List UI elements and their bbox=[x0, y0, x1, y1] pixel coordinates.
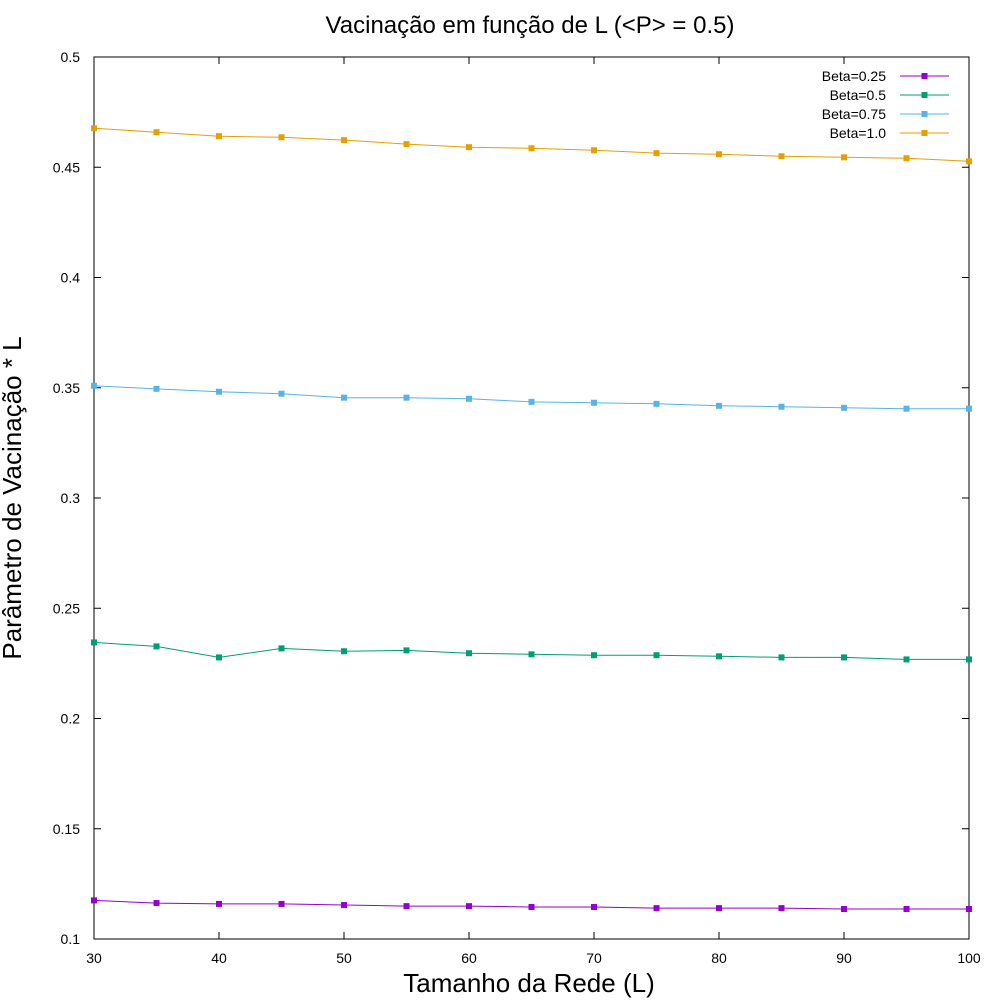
data-point bbox=[528, 145, 535, 152]
data-point bbox=[528, 904, 535, 911]
series-1 bbox=[91, 897, 972, 913]
data-point bbox=[903, 656, 910, 663]
x-tick-label: 100 bbox=[957, 950, 981, 966]
series-3 bbox=[91, 382, 972, 412]
data-point bbox=[778, 654, 785, 661]
data-point bbox=[278, 390, 285, 397]
series-layer bbox=[91, 125, 972, 913]
y-tick-label: 0.5 bbox=[61, 49, 81, 65]
y-tick-label: 0.15 bbox=[53, 821, 80, 837]
y-axis-title: Parâmetro de Vacinação * L bbox=[0, 336, 27, 659]
legend-label: Beta=0.25 bbox=[822, 68, 886, 84]
data-point bbox=[153, 129, 160, 136]
y-tick-label: 0.3 bbox=[61, 490, 81, 506]
data-point bbox=[841, 154, 847, 161]
x-tick-label: 70 bbox=[586, 950, 602, 966]
data-point bbox=[216, 654, 222, 661]
legend: Beta=0.25 Beta=0.5 Beta=0.75 Beta=1.0 bbox=[822, 68, 949, 141]
data-point bbox=[91, 382, 97, 389]
x-tick-label: 60 bbox=[461, 950, 477, 966]
data-point bbox=[653, 905, 660, 912]
x-tick-label: 90 bbox=[836, 950, 852, 966]
plot-frame bbox=[93, 56, 970, 940]
data-point bbox=[466, 144, 472, 151]
legend-marker bbox=[921, 73, 928, 79]
data-point bbox=[403, 903, 410, 910]
data-point bbox=[653, 150, 660, 157]
data-point bbox=[716, 402, 722, 409]
data-point bbox=[653, 652, 660, 659]
data-point bbox=[841, 906, 847, 913]
y-tick-label: 0.4 bbox=[61, 270, 81, 286]
data-point bbox=[778, 905, 785, 912]
data-point bbox=[341, 394, 347, 401]
legend-marker bbox=[921, 130, 928, 136]
data-point bbox=[966, 158, 972, 165]
data-point bbox=[778, 153, 785, 160]
series-4 bbox=[91, 125, 972, 165]
data-point bbox=[903, 155, 910, 162]
data-point bbox=[591, 904, 597, 911]
legend-marker bbox=[921, 92, 928, 98]
legend-marker bbox=[921, 111, 928, 117]
x-tick-label: 30 bbox=[86, 950, 102, 966]
data-point bbox=[278, 900, 285, 907]
data-point bbox=[528, 398, 535, 405]
plot-border bbox=[93, 56, 970, 940]
data-point bbox=[153, 900, 160, 907]
data-point bbox=[91, 125, 97, 132]
y-tick-label: 0.45 bbox=[53, 159, 80, 175]
legend-label: Beta=1.0 bbox=[830, 125, 887, 141]
legend-label: Beta=0.5 bbox=[830, 87, 887, 103]
data-point bbox=[216, 388, 222, 395]
data-point bbox=[528, 651, 535, 658]
x-axis-title: Tamanho da Rede (L) bbox=[403, 968, 654, 998]
axis-ticks: 30 40 50 60 70 80 90 100 0.1 0.15 0.2 0.25 0.3 0.35 0.… bbox=[53, 49, 981, 966]
data-point bbox=[403, 647, 410, 654]
data-point bbox=[966, 405, 972, 412]
x-tick-label: 80 bbox=[711, 950, 727, 966]
series-line bbox=[93, 385, 969, 410]
data-point bbox=[841, 404, 847, 411]
data-point bbox=[841, 654, 847, 661]
series-2 bbox=[91, 639, 972, 663]
data-point bbox=[591, 147, 597, 154]
data-point bbox=[91, 639, 97, 646]
x-tick-label: 40 bbox=[211, 950, 227, 966]
data-point bbox=[966, 906, 972, 913]
chart-title: Vacinação em função de L (<P> = 0.5) bbox=[326, 12, 735, 39]
data-point bbox=[966, 656, 972, 663]
x-tick-label: 50 bbox=[336, 950, 352, 966]
data-point bbox=[153, 643, 160, 650]
data-point bbox=[716, 151, 722, 158]
y-tick-label: 0.35 bbox=[53, 380, 80, 396]
data-point bbox=[591, 652, 597, 659]
data-point bbox=[216, 900, 222, 907]
data-point bbox=[91, 897, 97, 904]
data-point bbox=[653, 400, 660, 407]
data-point bbox=[216, 133, 222, 140]
data-point bbox=[591, 399, 597, 406]
data-point bbox=[403, 394, 410, 401]
data-point bbox=[341, 137, 347, 144]
data-point bbox=[278, 134, 285, 141]
data-point bbox=[716, 905, 722, 912]
data-point bbox=[341, 902, 347, 909]
y-tick-label: 0.1 bbox=[61, 931, 81, 947]
data-point bbox=[153, 385, 160, 392]
data-point bbox=[466, 395, 472, 402]
data-point bbox=[341, 648, 347, 655]
data-point bbox=[466, 903, 472, 910]
data-point bbox=[778, 403, 785, 410]
data-point bbox=[466, 650, 472, 657]
data-point bbox=[278, 645, 285, 652]
y-tick-label: 0.2 bbox=[61, 711, 81, 727]
legend-label: Beta=0.75 bbox=[822, 106, 886, 122]
data-point bbox=[903, 906, 910, 913]
data-point bbox=[716, 653, 722, 660]
y-tick-label: 0.25 bbox=[53, 600, 80, 616]
data-point bbox=[403, 141, 410, 148]
data-point bbox=[903, 405, 910, 412]
